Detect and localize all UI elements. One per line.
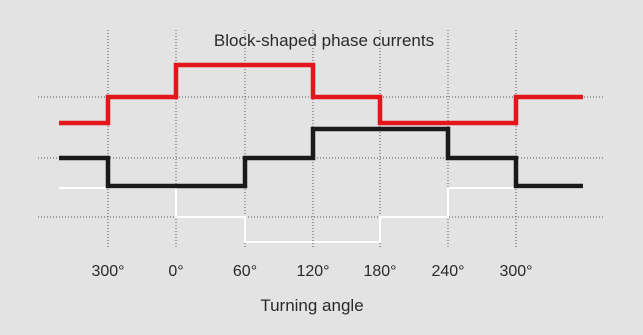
phase-series (59, 62, 583, 243)
x-tick-label: 120° (296, 263, 329, 280)
x-axis-label: Turning angle (260, 296, 363, 315)
x-tick-label: 180° (363, 263, 396, 280)
x-tick-label: 300° (91, 263, 124, 280)
phase-red-series (59, 62, 583, 126)
x-tick-label: 240° (431, 263, 464, 280)
horizontal-grid-lines (38, 96, 604, 218)
diagram-title: Block-shaped phase currents (214, 31, 434, 50)
x-tick-label: 60° (233, 263, 257, 280)
x-tick-label: 300° (499, 263, 532, 280)
x-tick-labels: 300° 0° 60° 120° 180° 240° 300° (91, 263, 532, 280)
phase-white-series (59, 187, 583, 243)
phase-black-series (59, 126, 583, 189)
x-tick-label: 0° (168, 263, 183, 280)
